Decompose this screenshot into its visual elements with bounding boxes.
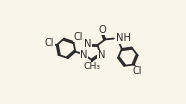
Text: CH₃: CH₃ [84, 62, 101, 71]
Text: N: N [80, 50, 88, 60]
Text: O: O [99, 25, 106, 35]
Text: Cl: Cl [73, 32, 83, 42]
Text: NH: NH [116, 33, 131, 43]
Text: Cl: Cl [133, 66, 142, 76]
Text: N: N [84, 39, 91, 49]
Text: N: N [98, 50, 105, 60]
Text: Cl: Cl [45, 38, 54, 48]
